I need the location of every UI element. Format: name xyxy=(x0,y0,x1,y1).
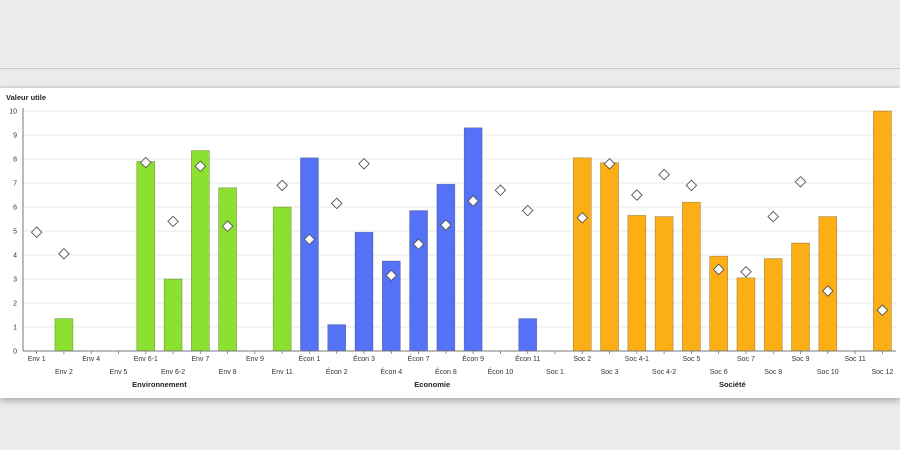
diamond-marker xyxy=(412,238,425,251)
diamond-marker xyxy=(603,157,616,170)
diamond-marker xyxy=(194,160,207,173)
bar xyxy=(518,318,538,352)
x-tick-label: Soc 8 xyxy=(764,369,782,376)
x-tick-label: Soc 2 xyxy=(573,356,591,363)
y-tick-label: 10 xyxy=(9,109,17,116)
x-tick-label: Soc 3 xyxy=(601,369,619,376)
y-tick-label: 7 xyxy=(13,181,17,188)
y-tick-label: 6 xyxy=(13,205,17,212)
diamond-marker xyxy=(330,197,343,210)
diamond-marker xyxy=(794,175,807,188)
x-tick-label: Écon 2 xyxy=(326,367,348,376)
x-tick-label: Soc 12 xyxy=(871,369,893,376)
x-tick-label: Soc 10 xyxy=(817,369,839,376)
diamond-marker xyxy=(385,269,398,282)
group-label: Environnement xyxy=(132,380,187,389)
y-tick-label: 5 xyxy=(13,229,17,236)
y-tick-label: 2 xyxy=(13,301,17,308)
bar xyxy=(763,258,783,352)
x-tick-label: Env 6-1 xyxy=(134,356,158,363)
x-tick-label: Soc 6 xyxy=(710,369,728,376)
bar xyxy=(300,157,319,352)
diamond-marker xyxy=(467,195,479,207)
x-tick-label: Env 4 xyxy=(82,356,100,363)
x-tick-label: Soc 4-1 xyxy=(625,356,649,363)
x-tick-label: Env 2 xyxy=(55,369,73,376)
bar xyxy=(136,161,156,352)
x-tick-label: Soc 7 xyxy=(737,356,755,363)
x-tick-label: Env 6-2 xyxy=(161,369,185,376)
x-tick-label: Écon 8 xyxy=(435,367,457,376)
group-label: Economie xyxy=(414,380,450,389)
x-tick-label: Env 9 xyxy=(246,356,264,363)
x-tick-label: Env 7 xyxy=(191,356,209,363)
y-tick-label: 3 xyxy=(13,277,17,284)
bar xyxy=(409,210,428,352)
diamond-marker xyxy=(658,168,670,181)
diamond-marker xyxy=(276,179,289,192)
x-tick-label: Env 8 xyxy=(219,369,237,376)
diamond-marker xyxy=(494,184,507,197)
diamond-marker xyxy=(303,233,316,246)
diamond-marker xyxy=(685,179,698,192)
bar xyxy=(218,187,237,352)
x-tick-label: Soc 5 xyxy=(682,356,700,363)
bar xyxy=(327,324,347,352)
x-tick-label: Soc 1 xyxy=(546,369,564,376)
diamond-marker xyxy=(821,285,834,297)
diamond-marker xyxy=(358,157,370,170)
bar xyxy=(736,277,756,352)
diamond-marker xyxy=(30,226,43,239)
chart-panel: Valeur utile 0 1 2 3 4 5 6 7 8 9 10 Env 1 Env 2 Env … xyxy=(0,88,900,398)
y-axis-label: Valeur utile xyxy=(6,93,46,102)
y-tick-label: 4 xyxy=(13,253,17,260)
y-tick-label: 0 xyxy=(13,349,17,356)
bar xyxy=(627,215,647,352)
x-tick-label: Écon 3 xyxy=(353,354,375,363)
diamond-marker xyxy=(630,189,643,201)
x-tick-label: Écon 10 xyxy=(488,367,514,376)
diamond-marker xyxy=(521,204,534,217)
diamond-marker xyxy=(767,210,780,223)
diamond-marker xyxy=(712,263,725,276)
bar xyxy=(54,318,74,352)
diamond-marker xyxy=(876,304,889,317)
diamond-marker xyxy=(440,219,452,231)
bar xyxy=(572,157,592,352)
x-tick-label: Écon 4 xyxy=(380,367,402,376)
bar xyxy=(163,278,183,352)
diamond-marker xyxy=(139,156,152,169)
x-tick-label: Soc 4-2 xyxy=(652,369,676,376)
group-label: Société xyxy=(719,380,746,389)
bar xyxy=(600,162,619,352)
top-band xyxy=(0,0,900,69)
diamond-marker xyxy=(58,247,70,260)
bar xyxy=(791,242,810,352)
bar xyxy=(654,216,674,352)
x-tick-label: Env 11 xyxy=(272,369,293,376)
diamond-marker xyxy=(740,265,752,278)
bar xyxy=(354,231,374,352)
y-tick-label: 8 xyxy=(13,157,17,164)
bar xyxy=(818,216,838,352)
x-tick-label: Env 5 xyxy=(110,369,128,376)
bar xyxy=(682,201,701,352)
bar xyxy=(191,150,210,352)
x-tick-label: Soc 9 xyxy=(792,356,810,363)
y-tick-label: 1 xyxy=(13,325,17,332)
bar xyxy=(463,127,483,352)
diamond-marker xyxy=(576,211,589,224)
bar xyxy=(272,206,292,352)
bar-chart: Valeur utile 0 1 2 3 4 5 6 7 8 9 10 Env 1 Env 2 Env … xyxy=(6,93,896,389)
x-tick-label: Écon 1 xyxy=(299,354,321,363)
diamond-marker xyxy=(167,215,179,228)
x-tick-label: Écon 7 xyxy=(408,354,430,363)
diamond-marker xyxy=(221,220,234,233)
y-tick-label: 9 xyxy=(13,133,17,140)
bar xyxy=(436,183,456,352)
x-tick-label: Env 1 xyxy=(28,356,46,363)
x-tick-label: Écon 11 xyxy=(515,354,540,363)
x-tick-label: Écon 9 xyxy=(462,354,484,363)
x-tick-label: Soc 11 xyxy=(844,356,865,363)
